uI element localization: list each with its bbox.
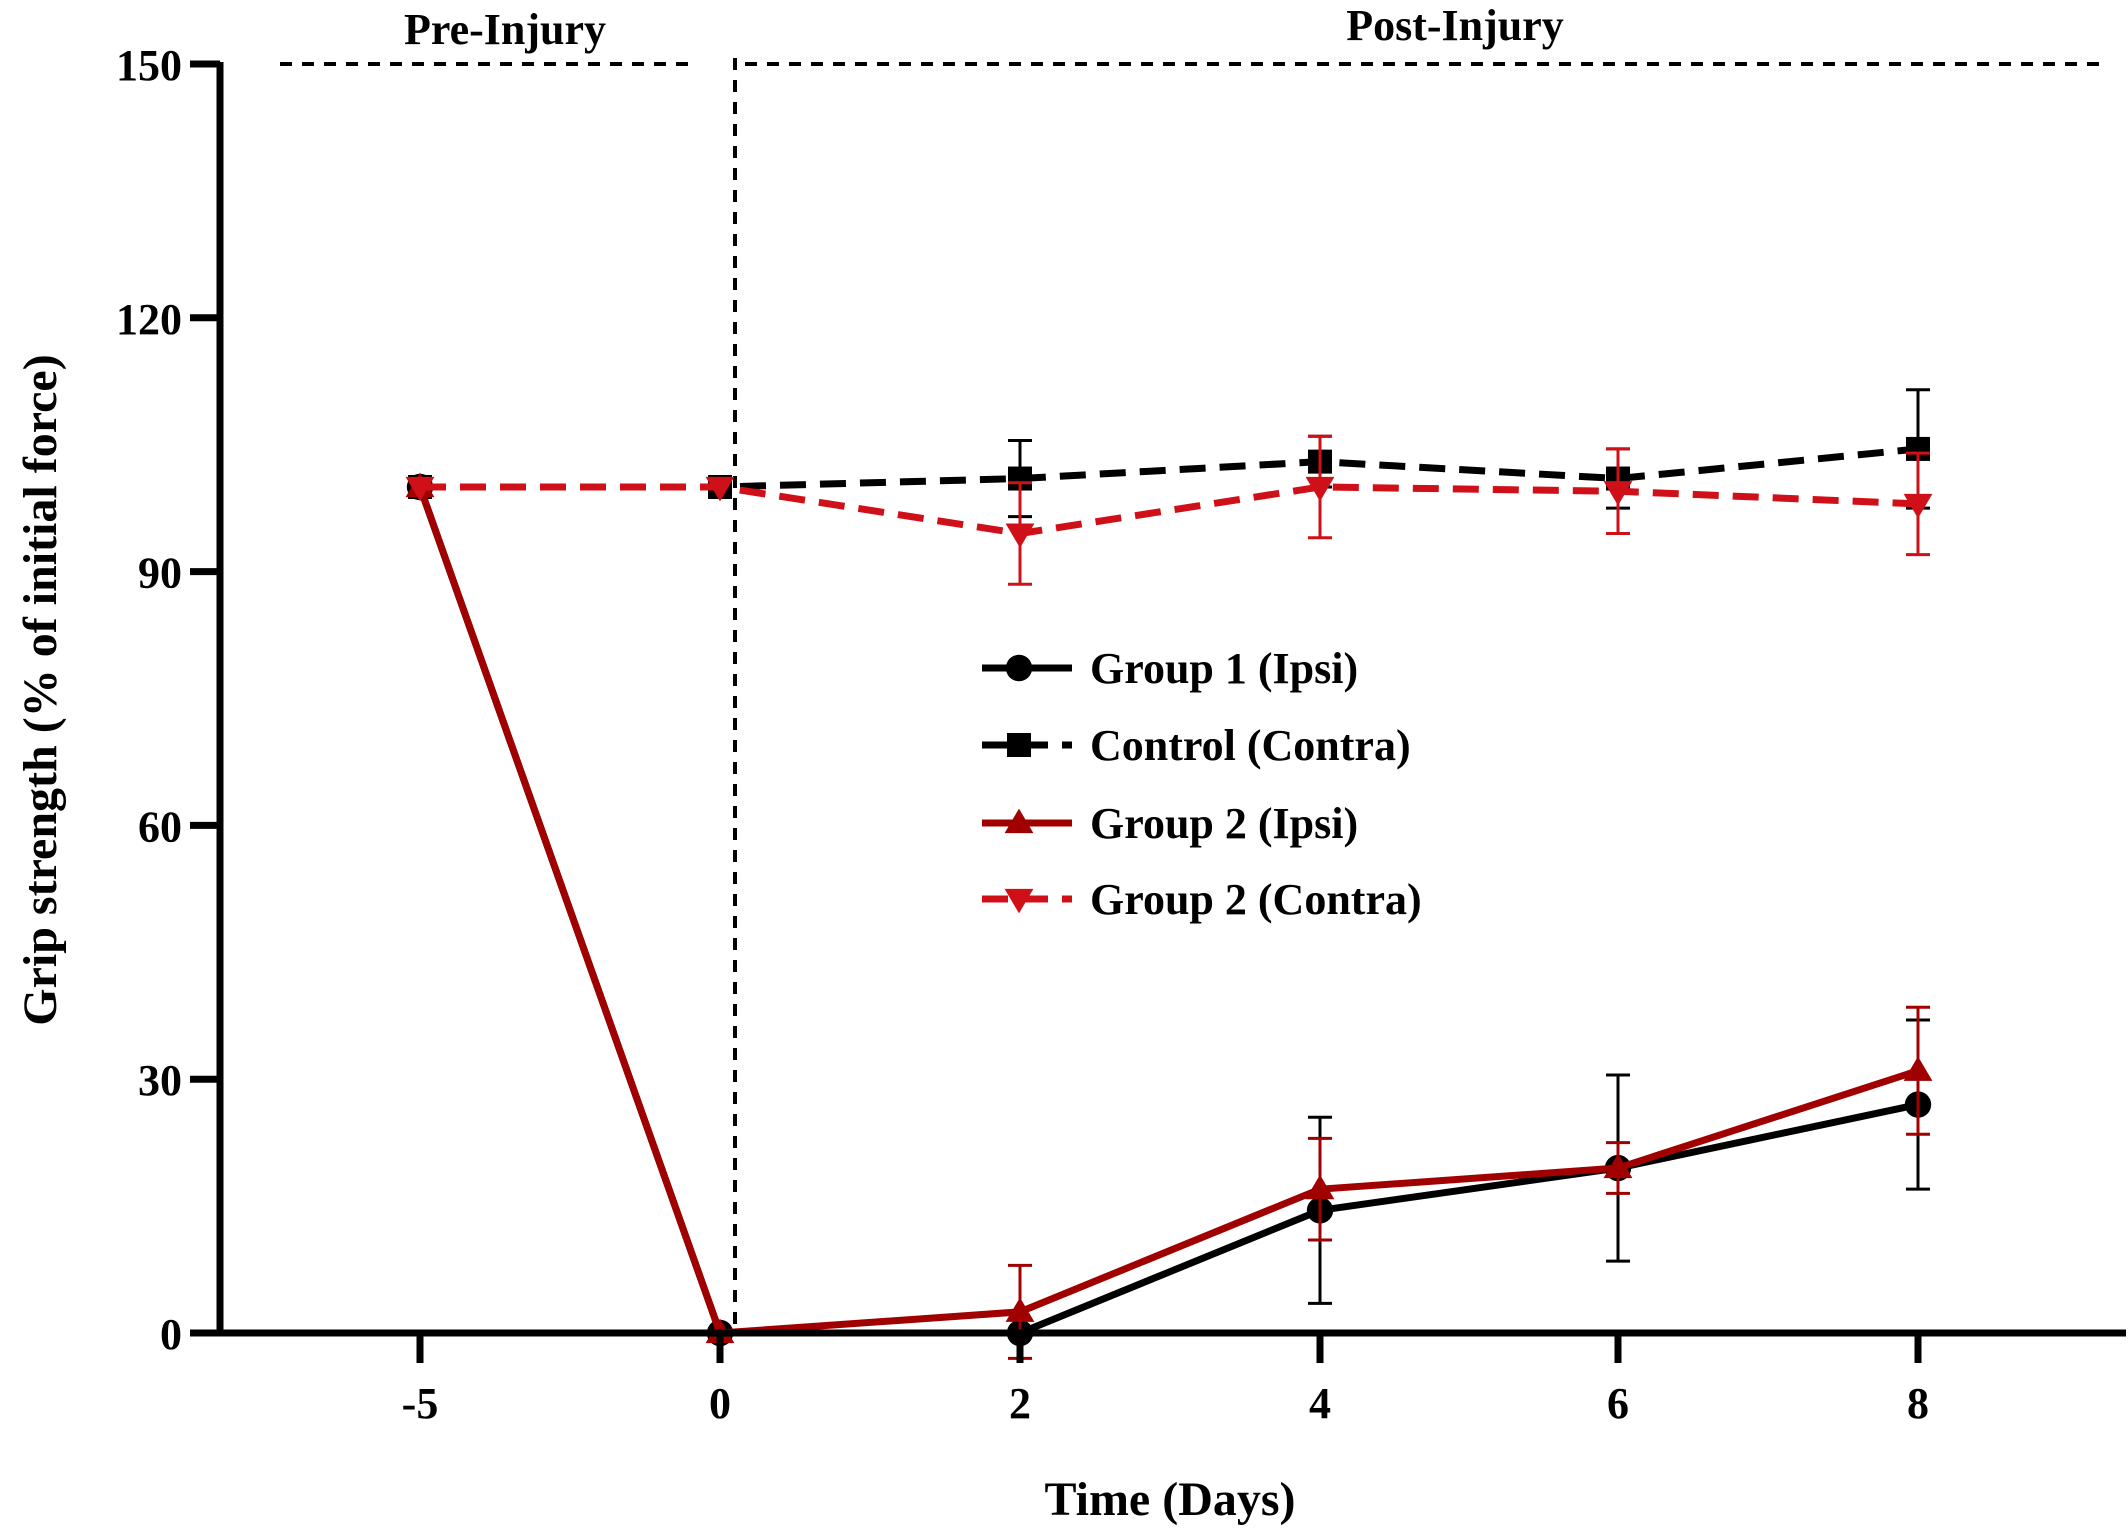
text-layer: Pre-Injury Post-Injury Time (Days) Grip … bbox=[14, 1, 1564, 1526]
data-point bbox=[1305, 476, 1335, 502]
x-tick-label: -5 bbox=[402, 1379, 439, 1428]
y-tick-label: 150 bbox=[116, 41, 182, 90]
data-point bbox=[1903, 493, 1933, 519]
x-tick-label: 0 bbox=[709, 1379, 731, 1428]
y-tick-label: 0 bbox=[160, 1310, 182, 1359]
series-group-2-ipsi bbox=[405, 472, 1933, 1360]
y-tick-label: 30 bbox=[138, 1056, 182, 1105]
data-point bbox=[705, 476, 735, 502]
x-axis-title: Time (Days) bbox=[1044, 1473, 1295, 1526]
legend-item: Control (Contra) bbox=[982, 721, 1411, 770]
data-point bbox=[1903, 1056, 1933, 1081]
region-label-post-injury: Post-Injury bbox=[1346, 1, 1564, 50]
y-axis-title: Grip strength (% of initial force) bbox=[14, 354, 67, 1025]
legend-item: Group 2 (Contra) bbox=[982, 875, 1422, 924]
legend-item: Group 2 (Ipsi) bbox=[982, 799, 1358, 848]
axes: 0 30 60 90 120 150 -5 0 2 4 6 8 bbox=[116, 41, 2126, 1428]
region-label-pre-injury: Pre-Injury bbox=[404, 5, 606, 54]
legend: Group 1 (Ipsi) Control (Contra) Group 2 (I… bbox=[982, 644, 1422, 924]
legend-item: Group 1 (Ipsi) bbox=[982, 644, 1358, 693]
series-group-2-contra bbox=[405, 434, 1933, 586]
series-line bbox=[420, 483, 1919, 538]
legend-marker bbox=[1004, 888, 1034, 914]
data-point bbox=[405, 476, 435, 502]
legend-marker bbox=[1004, 808, 1034, 834]
y-tick-label: 60 bbox=[138, 802, 182, 851]
x-tick-label: 4 bbox=[1309, 1379, 1331, 1428]
data-point bbox=[1005, 523, 1035, 548]
data-point bbox=[1305, 1174, 1335, 1200]
x-tick-label: 2 bbox=[1009, 1379, 1031, 1428]
series-line bbox=[416, 485, 1920, 1337]
y-tick-label: 120 bbox=[116, 295, 182, 344]
legend-marker bbox=[1005, 654, 1033, 682]
legend-label: Group 1 (Ipsi) bbox=[1090, 644, 1358, 693]
data-point bbox=[1603, 1153, 1633, 1179]
y-tick-label: 90 bbox=[138, 549, 182, 598]
legend-label: Control (Contra) bbox=[1090, 721, 1411, 770]
legend-label: Group 2 (Contra) bbox=[1090, 875, 1422, 924]
legend-marker bbox=[1007, 733, 1031, 757]
x-tick-label: 6 bbox=[1607, 1379, 1629, 1428]
legend-label: Group 2 (Ipsi) bbox=[1090, 799, 1358, 848]
series-layer bbox=[405, 388, 1933, 1360]
data-point bbox=[1005, 1297, 1035, 1322]
x-tick-label: 8 bbox=[1907, 1379, 1929, 1428]
data-point bbox=[1603, 481, 1633, 506]
reference-lines bbox=[280, 58, 2100, 1333]
series-line bbox=[420, 445, 1919, 491]
